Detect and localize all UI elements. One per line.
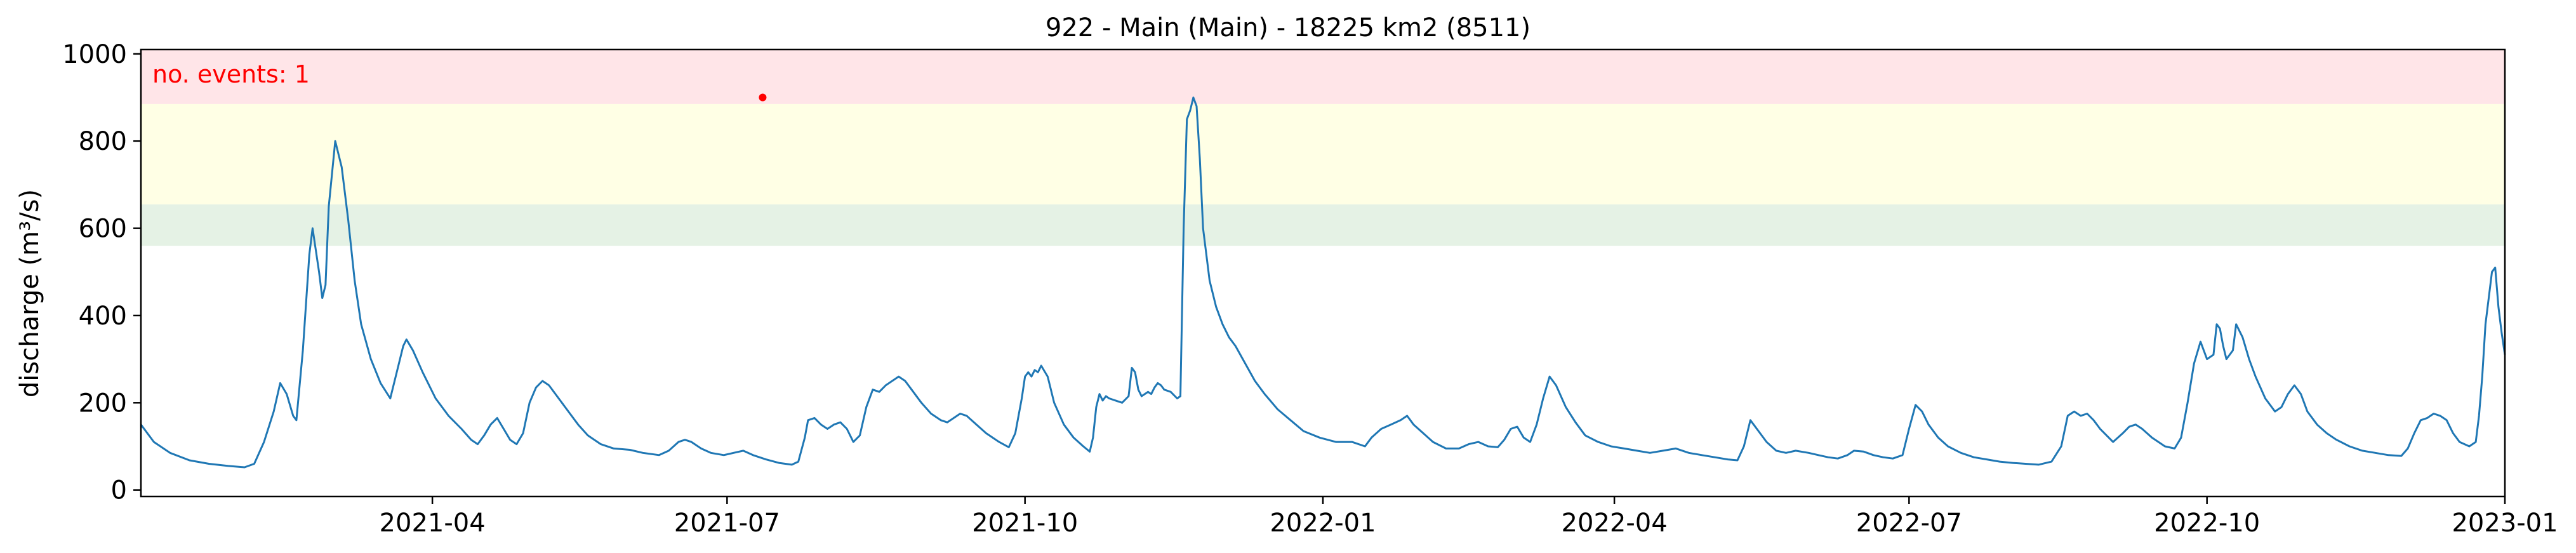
event-marker bbox=[759, 93, 767, 102]
y-tick-label: 400 bbox=[79, 302, 127, 331]
y-tick-label: 1000 bbox=[62, 40, 127, 69]
x-tick-label: 2022-04 bbox=[1562, 509, 1668, 538]
chart-title: 922 - Main (Main) - 18225 km2 (8511) bbox=[1046, 13, 1530, 43]
plot-area bbox=[140, 97, 2506, 469]
x-tick-label: 2021-07 bbox=[674, 509, 780, 538]
event-count-annotation: no. events: 1 bbox=[152, 60, 310, 88]
threshold-band-1 bbox=[141, 204, 2505, 246]
threshold-bands bbox=[141, 50, 2505, 246]
y-tick-label: 800 bbox=[79, 127, 127, 156]
x-tick-label: 2023-01 bbox=[2452, 509, 2558, 538]
x-tick-label: 2022-07 bbox=[1856, 509, 1962, 538]
y-axis-label: discharge (m³/s) bbox=[15, 189, 44, 397]
x-axis: 2021-04 2021-07 2021-10 2022-01 2022-04 2022-… bbox=[380, 496, 2558, 538]
x-tick-label: 2022-01 bbox=[1270, 509, 1376, 538]
threshold-band-3 bbox=[141, 50, 2505, 104]
y-tick-label: 0 bbox=[111, 476, 127, 505]
y-tick-label: 600 bbox=[79, 215, 127, 244]
y-tick-label: 200 bbox=[79, 389, 127, 418]
x-tick-label: 2021-04 bbox=[380, 509, 486, 538]
x-tick-label: 2021-10 bbox=[972, 509, 1078, 538]
threshold-band-2 bbox=[141, 103, 2505, 204]
y-axis: 0 200 400 600 800 1000 bbox=[62, 40, 141, 505]
x-tick-label: 2022-10 bbox=[2154, 509, 2260, 538]
discharge-series-line bbox=[140, 97, 2506, 469]
event-markers bbox=[759, 93, 767, 102]
